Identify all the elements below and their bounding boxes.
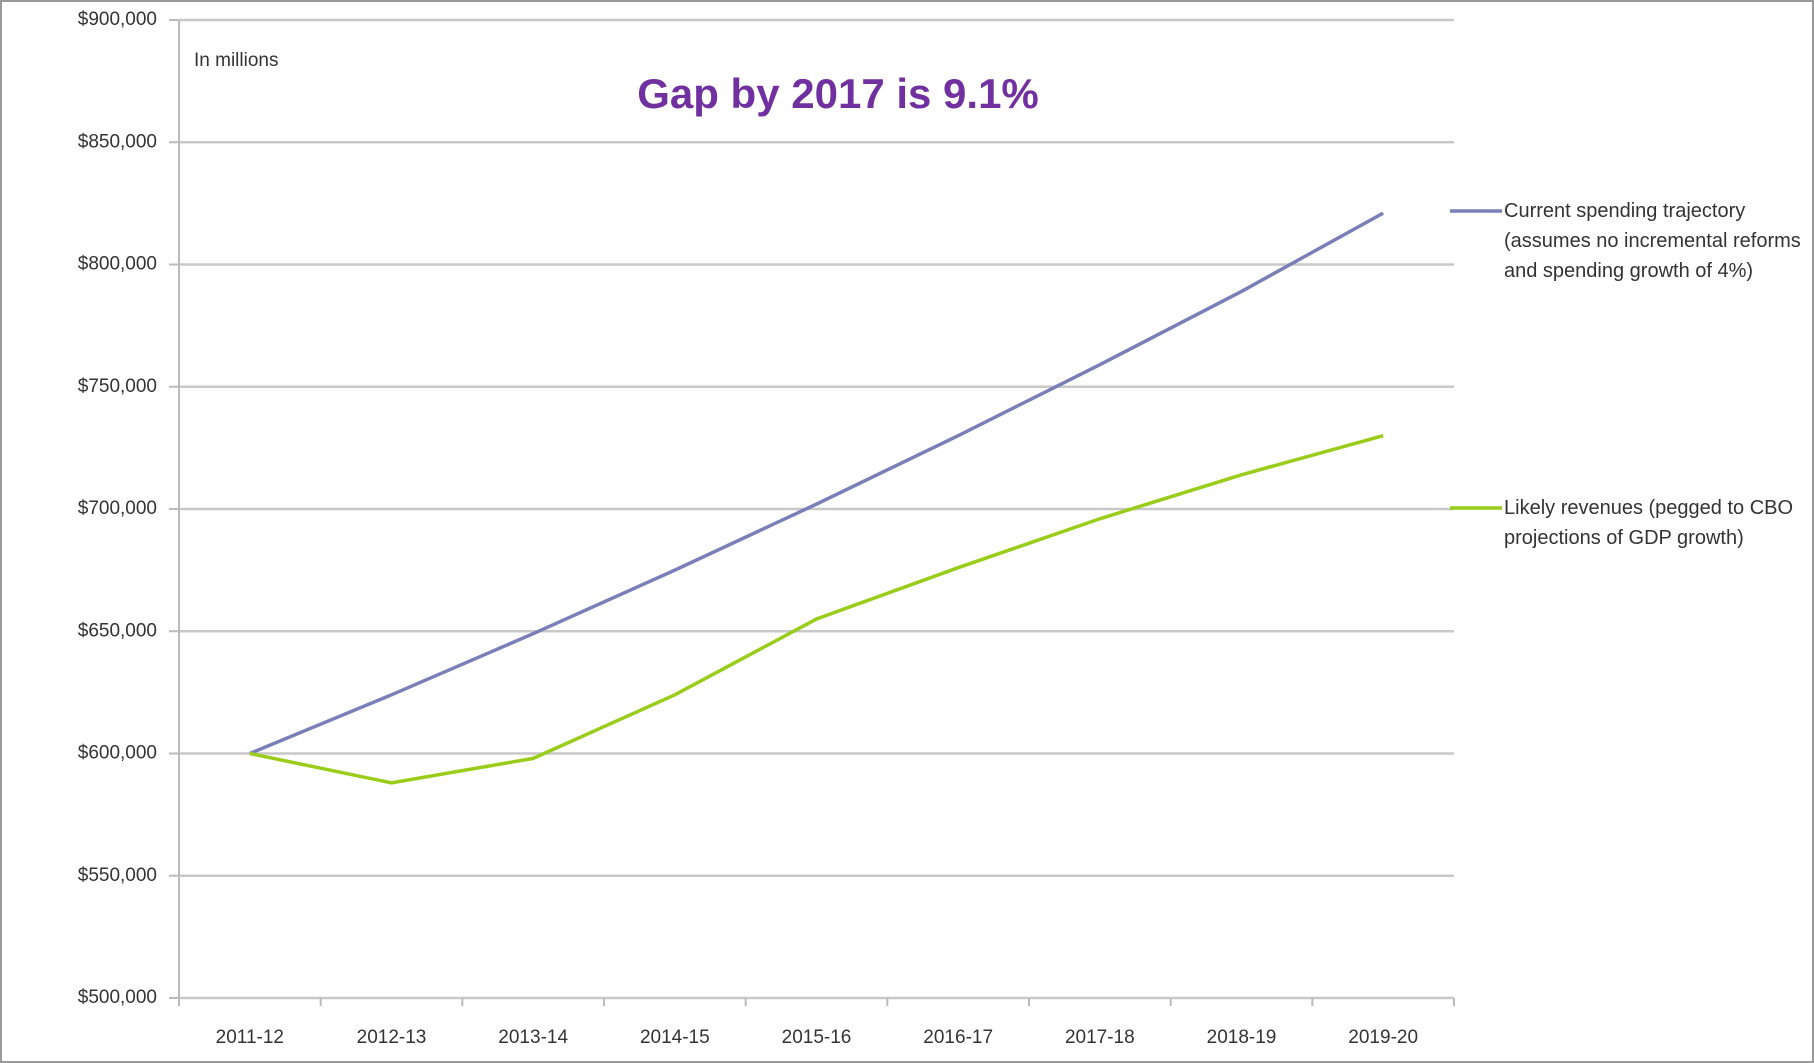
legend-label: Likely revenues (pegged to CBO projectio…	[1504, 497, 1794, 549]
x-tick-label: 2012-13	[357, 1027, 427, 1048]
series-line	[249, 433, 1384, 785]
y-tick-label: $600,000	[78, 743, 157, 764]
y-tick-label: $500,000	[78, 987, 157, 1008]
y-tick-label: $900,000	[78, 9, 157, 30]
series-line	[249, 211, 1385, 756]
x-tick-label: 2013-14	[498, 1027, 568, 1048]
unit-note: In millions	[194, 50, 278, 71]
y-tick-label: $650,000	[78, 620, 157, 641]
y-tick-label: $550,000	[78, 865, 157, 886]
x-tick-label: 2014-15	[640, 1027, 710, 1048]
annotation: Gap by 2017 is 9.1%	[637, 70, 1039, 117]
x-tick-label: 2019-20	[1348, 1027, 1418, 1048]
x-tick-label: 2018-19	[1207, 1027, 1277, 1048]
x-tick-label: 2011-12	[216, 1027, 284, 1048]
y-tick-label: $850,000	[78, 131, 157, 152]
y-tick-label: $700,000	[78, 498, 157, 519]
legend-label: Current spending trajectory (assumes no …	[1504, 200, 1801, 282]
x-tick-label: 2016-17	[923, 1027, 993, 1048]
x-tick-label: 2017-18	[1065, 1027, 1135, 1048]
x-tick-label: 2015-16	[782, 1027, 852, 1048]
y-tick-label: $800,000	[78, 254, 157, 275]
y-tick-label: $750,000	[78, 376, 157, 397]
